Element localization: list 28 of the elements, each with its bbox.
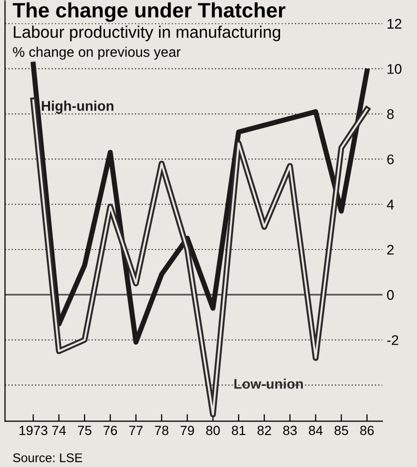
series-label: Low-union <box>234 378 303 389</box>
x-tick-label: 1973 <box>20 426 48 436</box>
x-tick-label: 79 <box>180 426 194 436</box>
y-tick-label: -2 <box>387 335 398 345</box>
chart-title: The change under Thatcher <box>12 2 286 22</box>
text: Labour productivity in manufacturing <box>14 26 280 42</box>
x-tick-label: 74 <box>52 426 66 435</box>
x-tick-label: 78 <box>154 426 168 436</box>
y-tick-label: 12 <box>388 18 402 29</box>
y-tick-label: 2 <box>387 244 394 255</box>
x-tick-label: 81 <box>232 426 246 436</box>
y-tick-label: 0 <box>387 290 394 300</box>
y-axis-title: % change on previous year <box>13 46 181 60</box>
x-tick-label: 76 <box>104 426 118 436</box>
x-tick-label: 82 <box>258 426 271 436</box>
x-tick-label: 85 <box>334 426 348 436</box>
y-tick-label: 8 <box>387 109 394 120</box>
y-tick-label: 10 <box>388 64 402 74</box>
y-tick-label: 6 <box>387 154 394 164</box>
x-tick-label: 80 <box>206 426 220 436</box>
y-tick-label: 4 <box>386 200 394 210</box>
x-tick-label: 83 <box>283 426 297 436</box>
x-tick-label: 86 <box>360 426 374 436</box>
x-tick-label: 77 <box>129 426 143 435</box>
source-note: Source: LSE <box>13 453 82 462</box>
series-label: High-union <box>42 100 114 114</box>
x-tick-label: 75 <box>78 426 92 436</box>
x-tick-label: 84 <box>308 426 323 436</box>
